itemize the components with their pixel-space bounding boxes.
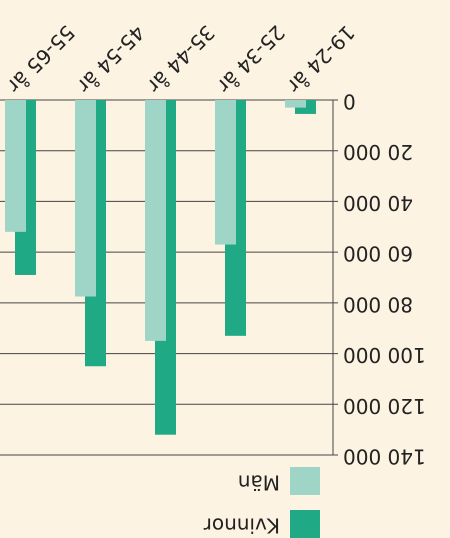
y-tick-label: 20 000 xyxy=(343,140,413,164)
y-tick-label: 120 000 xyxy=(343,394,426,418)
bar xyxy=(145,100,166,341)
bar xyxy=(215,100,236,245)
y-tick-label: 60 000 xyxy=(343,242,413,266)
legend-label: Kvinnor xyxy=(203,514,280,538)
bar xyxy=(5,100,26,232)
bar xyxy=(75,100,96,297)
y-tick-label: 100 000 xyxy=(343,343,426,367)
y-tick-label: 0 xyxy=(343,90,356,114)
legend-label: Män xyxy=(238,471,280,495)
legend-swatch xyxy=(290,467,320,495)
legend-swatch xyxy=(290,510,320,538)
y-tick-label: 140 000 xyxy=(343,445,426,469)
y-tick-label: 40 000 xyxy=(343,191,413,215)
bar xyxy=(285,100,306,108)
y-tick-label: 80 000 xyxy=(343,292,413,316)
